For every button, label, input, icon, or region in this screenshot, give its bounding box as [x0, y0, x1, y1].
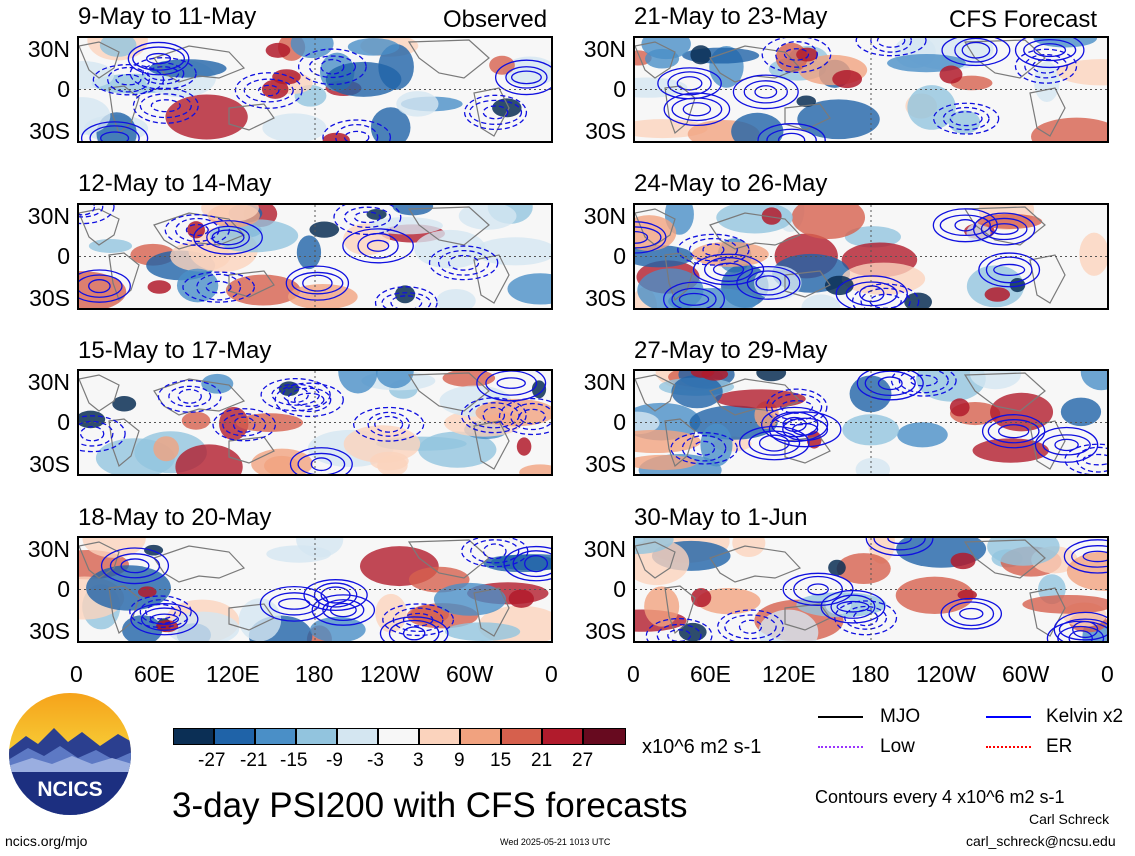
colorbar-swatch: [542, 728, 583, 745]
legend-label: Kelvin x2: [1046, 706, 1124, 727]
column-header-observed: Observed: [443, 6, 548, 33]
map-panel: [633, 203, 1109, 310]
colorbar-label: -15: [280, 750, 308, 771]
footer-email[interactable]: carl_schreck@ncsu.edu: [966, 833, 1116, 849]
colorbar-swatch: [296, 728, 337, 745]
panel-label: 9-May to 11-May: [78, 3, 257, 30]
colorbar-swatch: [255, 728, 296, 745]
y-tick-label: 30S: [29, 285, 70, 311]
y-tick-label: 30N: [583, 369, 626, 395]
colorbar-label: 15: [490, 750, 512, 771]
colorbar-units: x10^6 m2 s-1: [642, 736, 762, 758]
legend-line-kelvin: [986, 716, 1031, 718]
y-tick-label: 30N: [27, 369, 70, 395]
x-tick-label: 60E: [690, 661, 731, 687]
contour-note: Contours every 4 x10^6 m2 s-1: [815, 787, 1065, 807]
x-tick-label: 60W: [1002, 661, 1050, 687]
colorbar-label: 3: [413, 750, 424, 771]
panel-label: 30-May to 1-Jun: [634, 504, 808, 531]
colorbar-label: -3: [367, 750, 384, 771]
x-tick-label: 0: [545, 661, 558, 687]
x-tick-label: 0: [1101, 661, 1114, 687]
map-panel: [77, 369, 553, 476]
colorbar-swatch: [214, 728, 255, 745]
y-tick-label: 0: [57, 243, 70, 269]
map-panel: [77, 36, 553, 143]
y-tick-label: 30S: [29, 118, 70, 144]
y-tick-label: 0: [613, 76, 626, 102]
colorbar-swatch: [460, 728, 501, 745]
legend-label: Low: [880, 736, 915, 757]
footer-author: Carl Schreck: [1029, 811, 1110, 827]
colorbar-label: -9: [326, 750, 343, 771]
x-tick-label: 180: [851, 661, 890, 687]
panel-label: 15-May to 17-May: [78, 337, 272, 364]
x-tick-label: 0: [70, 661, 83, 687]
y-tick-label: 30S: [585, 618, 626, 644]
colorbar-swatch: [337, 728, 378, 745]
map-panel: [633, 36, 1109, 143]
panel-label: 24-May to 26-May: [634, 170, 828, 197]
colorbar-label: 21: [531, 750, 553, 771]
legend-label: ER: [1046, 736, 1073, 757]
y-tick-label: 30N: [583, 203, 626, 229]
colorbar-label: -21: [240, 750, 268, 771]
legend-label: MJO: [880, 706, 921, 727]
y-tick-label: 0: [57, 409, 70, 435]
colorbar-label: -27: [198, 750, 226, 771]
map-panel: [77, 203, 553, 310]
colorbar-swatch: [419, 728, 460, 745]
x-tick-label: 0: [627, 661, 640, 687]
logo-text: NCICS: [37, 778, 102, 801]
x-tick-label: 60W: [446, 661, 494, 687]
x-tick-label: 60E: [134, 661, 175, 687]
y-tick-label: 30N: [583, 36, 626, 62]
y-tick-label: 30N: [583, 536, 626, 562]
colorbar-swatch: [583, 728, 626, 745]
y-tick-label: 30N: [27, 203, 70, 229]
y-tick-label: 0: [613, 576, 626, 602]
ncics-logo: NCICS: [8, 692, 132, 816]
y-tick-label: 30S: [585, 285, 626, 311]
x-tick-label: 120E: [762, 661, 816, 687]
y-tick-label: 30S: [585, 451, 626, 477]
colorbar-swatch: [378, 728, 419, 745]
y-tick-label: 30N: [27, 536, 70, 562]
y-tick-label: 0: [57, 76, 70, 102]
panel-label: 27-May to 29-May: [634, 337, 828, 364]
x-tick-label: 120W: [360, 661, 421, 687]
footer-url[interactable]: ncics.org/mjo: [5, 833, 88, 849]
footer-timestamp: Wed 2025-05-21 1013 UTC: [500, 837, 611, 847]
legend-line-low: [818, 746, 863, 748]
y-tick-label: 0: [613, 243, 626, 269]
legend-line-mjo: [818, 716, 863, 718]
x-tick-label: 120E: [206, 661, 260, 687]
legend-line-er: [986, 746, 1031, 748]
x-tick-label: 180: [295, 661, 334, 687]
panel-label: 12-May to 14-May: [78, 170, 272, 197]
colorbar-swatch: [501, 728, 542, 745]
colorbar-label: 27: [572, 750, 594, 771]
y-tick-label: 30N: [27, 36, 70, 62]
map-panel: [77, 536, 553, 643]
colorbar-swatch: [173, 728, 214, 745]
x-tick-label: 120W: [916, 661, 977, 687]
map-panel: [633, 369, 1109, 476]
y-tick-label: 30S: [29, 451, 70, 477]
column-header-forecast: CFS Forecast: [949, 6, 1098, 33]
panel-label: 18-May to 20-May: [78, 504, 272, 531]
colorbar-label: 9: [454, 750, 465, 771]
map-panel: [633, 536, 1109, 643]
figure-title: 3-day PSI200 with CFS forecasts: [172, 786, 688, 825]
y-tick-label: 0: [613, 409, 626, 435]
panel-label: 21-May to 23-May: [634, 3, 828, 30]
y-tick-label: 0: [57, 576, 70, 602]
y-tick-label: 30S: [29, 618, 70, 644]
y-tick-label: 30S: [585, 118, 626, 144]
